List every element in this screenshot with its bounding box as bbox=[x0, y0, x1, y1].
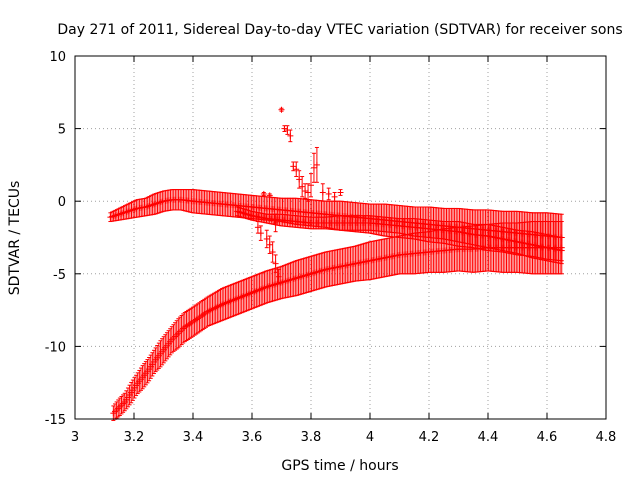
data-point-track-spike bbox=[272, 213, 279, 233]
x-tick-label: 3.6 bbox=[242, 430, 263, 445]
data-point-track-rising bbox=[189, 306, 196, 337]
data-point-track-spike bbox=[319, 183, 326, 202]
data-point-track-spike bbox=[302, 183, 309, 199]
data-point-track-rising bbox=[170, 324, 177, 352]
data-point-track-outliers bbox=[272, 254, 279, 273]
x-tick-label: 4.4 bbox=[478, 430, 499, 445]
data-point-track-spike bbox=[293, 161, 300, 178]
data-point-track-spike bbox=[310, 152, 317, 183]
x-tick-label: 3 bbox=[71, 430, 79, 445]
y-axis-title: SDTVAR / TECUs bbox=[7, 181, 23, 296]
data-point-track-outliers bbox=[257, 225, 264, 241]
data-point-track-spike bbox=[287, 129, 294, 143]
data-point-track-outliers bbox=[254, 221, 261, 234]
data-point-track-rising bbox=[194, 303, 201, 334]
y-tick-label: 0 bbox=[58, 195, 66, 210]
axis-ticks: 3 3.2 3.4 3.6 3.8 4 4.2 4.4 4.6 4.8 -15 -10 -5 0 5 10 bbox=[45, 50, 617, 445]
data-point-track-spike bbox=[325, 187, 332, 201]
chart-title: Day 271 of 2011, Sidereal Day-to-day VTE… bbox=[57, 22, 622, 38]
data-point-track-outliers bbox=[275, 268, 282, 285]
data-point-track-upper bbox=[113, 209, 120, 221]
plot-frame bbox=[74, 55, 607, 420]
data-point-track-spike bbox=[313, 146, 320, 183]
data-point-track-spike bbox=[296, 170, 303, 189]
x-tick-label: 3.4 bbox=[183, 430, 204, 445]
data-point-track-rising bbox=[220, 287, 227, 321]
x-tick-label: 4.2 bbox=[419, 430, 440, 445]
data-point-track-outliers bbox=[266, 235, 273, 254]
data-points bbox=[107, 106, 565, 421]
data-point-track-outliers bbox=[269, 241, 276, 263]
y-tick-label: -10 bbox=[45, 340, 66, 355]
x-axis-title: GPS time / hours bbox=[281, 458, 398, 474]
x-tick-label: 4.8 bbox=[596, 430, 617, 445]
data-point-track-spike bbox=[305, 183, 312, 202]
y-tick-label: 10 bbox=[49, 50, 66, 65]
x-tick-label: 4 bbox=[366, 430, 374, 445]
x-tick-label: 4.6 bbox=[537, 430, 558, 445]
data-point-track-spike bbox=[284, 125, 291, 135]
y-tick-label: -15 bbox=[45, 413, 66, 428]
y-tick-label: -5 bbox=[53, 268, 66, 283]
data-point-track-spike bbox=[278, 106, 285, 113]
data-point-track-rising bbox=[217, 288, 224, 322]
data-point-track-spike bbox=[308, 173, 314, 198]
data-point-track-rising bbox=[202, 297, 209, 328]
data-point-track-lower bbox=[558, 237, 565, 265]
data-point-track-upper bbox=[157, 191, 164, 213]
data-point-track-spike bbox=[260, 190, 267, 197]
x-tick-label: 3.8 bbox=[301, 430, 322, 445]
data-point-track-rising bbox=[193, 304, 200, 335]
data-point-track-rising bbox=[146, 357, 153, 382]
data-point-track-rising bbox=[110, 405, 117, 421]
x-tick-label: 3.2 bbox=[124, 430, 145, 445]
data-point-track-spike bbox=[266, 192, 273, 199]
data-point-track-rising bbox=[180, 313, 187, 344]
data-point-track-spike bbox=[337, 189, 344, 196]
y-tick-label: 5 bbox=[58, 123, 66, 138]
data-point-track-spike bbox=[299, 176, 306, 198]
data-point-track-rising bbox=[259, 271, 266, 305]
data-point-track-spike bbox=[281, 125, 288, 133]
data-point-track-rising bbox=[116, 397, 123, 417]
data-point-track-spike bbox=[331, 191, 338, 202]
